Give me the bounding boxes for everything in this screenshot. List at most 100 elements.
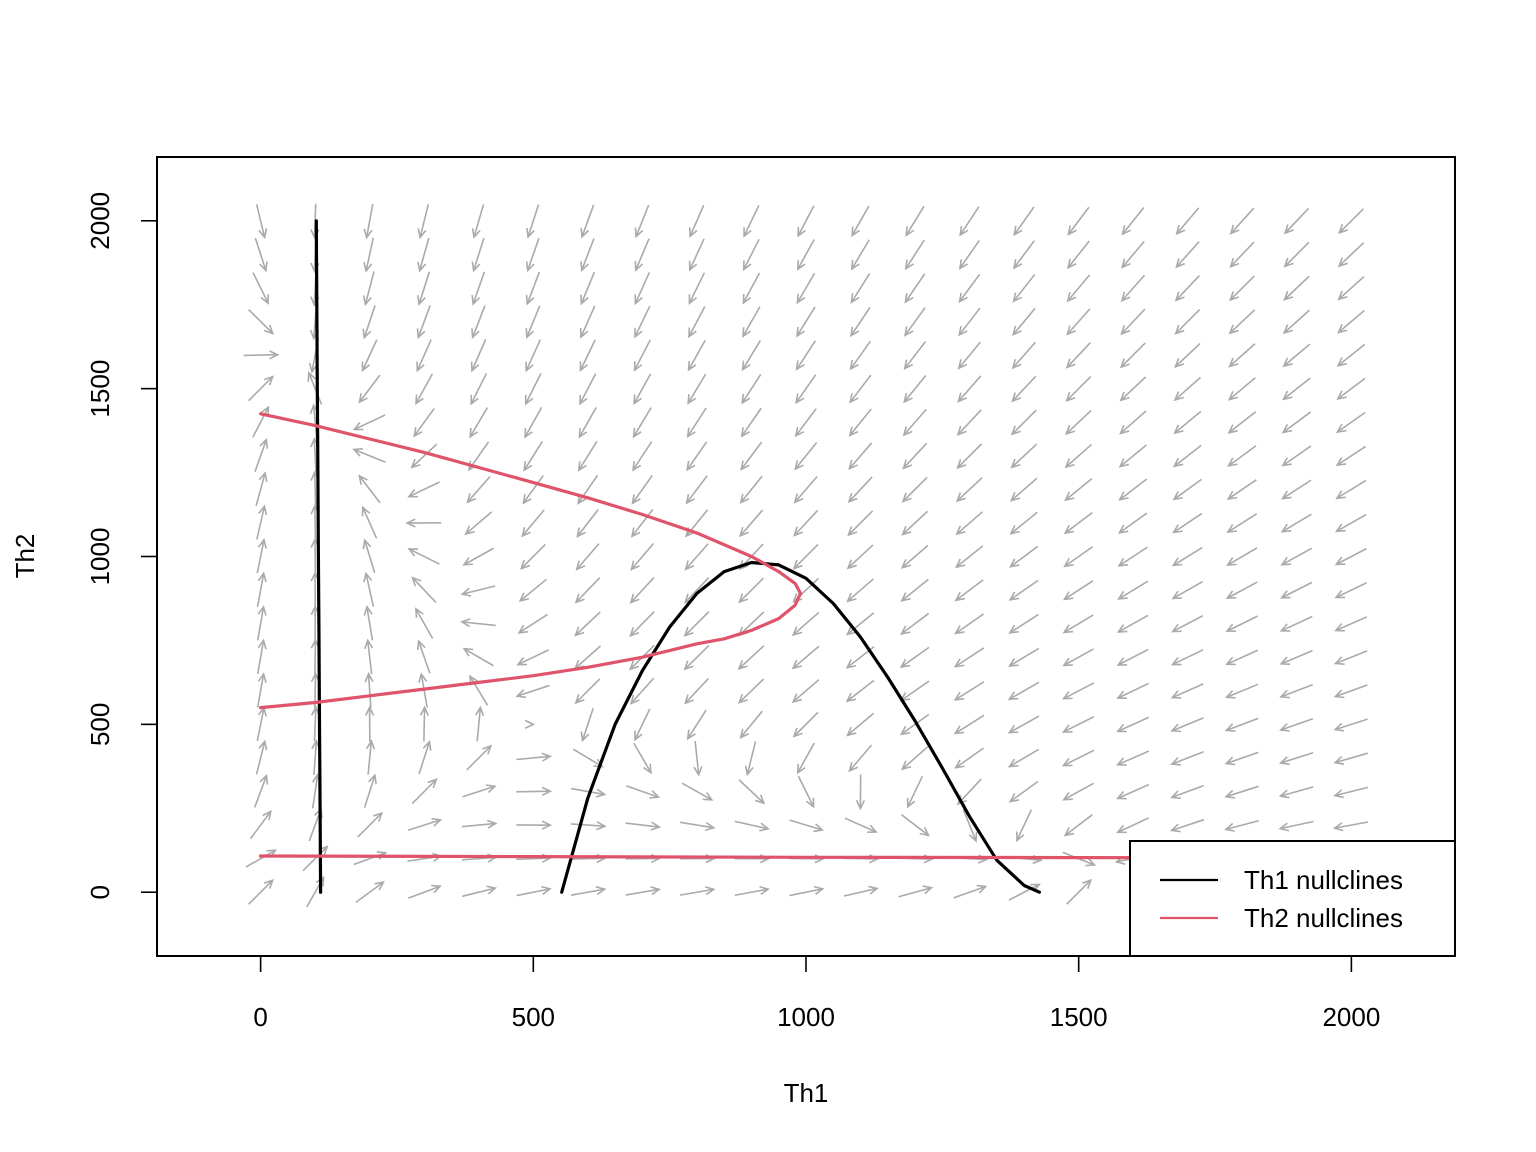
vector-arrow — [580, 271, 596, 306]
vector-arrow — [1169, 818, 1205, 833]
vector-arrow — [743, 205, 760, 238]
vector-arrow — [1336, 377, 1366, 400]
vector-arrow — [1012, 307, 1036, 336]
vector-arrow — [1120, 274, 1146, 302]
vector-arrow — [688, 204, 705, 239]
vector-arrow — [904, 307, 926, 337]
y-tick-label: 2000 — [85, 192, 115, 250]
vector-arrow — [1224, 819, 1259, 832]
vector-arrow — [256, 672, 267, 708]
vector-arrow — [1283, 207, 1310, 235]
vector-arrow — [1282, 377, 1311, 401]
vector-arrow — [1061, 682, 1095, 700]
vector-arrow — [417, 204, 430, 240]
vector-arrow — [843, 885, 879, 897]
vector-arrow — [631, 475, 653, 505]
vector-arrow — [352, 448, 386, 463]
vector-arrow — [797, 775, 815, 809]
vector-arrow — [1336, 343, 1366, 367]
vector-arrow — [953, 884, 988, 899]
vector-arrow — [516, 752, 553, 762]
vector-arrow — [466, 476, 491, 504]
vector-arrow — [1171, 546, 1203, 567]
vector-arrow — [572, 748, 604, 768]
vector-arrow — [796, 239, 815, 271]
vector-arrow — [1228, 309, 1256, 335]
vector-arrow — [796, 306, 816, 338]
vector-arrow — [405, 518, 442, 528]
vector-arrow — [1335, 411, 1366, 434]
vector-arrow — [570, 787, 607, 798]
vector-arrow — [353, 851, 388, 866]
vector-arrow — [958, 273, 981, 304]
vector-arrow — [683, 577, 710, 604]
vector-arrow — [959, 206, 980, 237]
y-axis-title: Th2 — [10, 534, 40, 579]
vector-arrow — [413, 407, 435, 438]
vector-arrow — [850, 306, 871, 338]
vector-arrow — [954, 545, 984, 569]
vector-arrow — [846, 712, 875, 737]
vector-arrow — [851, 205, 870, 238]
vector-arrow — [256, 538, 267, 574]
vector-arrow — [693, 740, 703, 777]
vector-arrow — [1279, 683, 1313, 699]
vector-arrow — [625, 886, 661, 896]
vector-arrow — [1174, 342, 1201, 368]
vector-arrow — [687, 373, 707, 405]
vector-arrow — [1118, 444, 1147, 468]
vector-arrow — [1063, 546, 1094, 568]
vector-arrow — [905, 205, 925, 237]
legend-label-th2: Th2 nullclines — [1244, 903, 1403, 933]
vector-arrow — [1338, 208, 1364, 235]
vector-arrow — [1118, 478, 1148, 501]
vector-arrow — [1115, 750, 1150, 766]
vector-arrow — [523, 440, 544, 472]
vector-arrow — [362, 538, 376, 573]
vector-arrow — [577, 474, 599, 505]
vector-arrow — [1063, 814, 1093, 837]
vector-arrow — [1281, 445, 1312, 467]
vector-arrow — [1281, 411, 1311, 434]
vector-arrow — [352, 414, 386, 431]
vector-arrow — [797, 205, 815, 238]
vector-arrow — [1174, 275, 1201, 302]
legend: Th1 nullclines Th2 nullclines — [1129, 840, 1456, 957]
vector-arrow — [1007, 715, 1040, 734]
vector-arrow — [466, 744, 493, 771]
vector-arrow — [517, 613, 549, 634]
vector-arrow — [1278, 752, 1314, 766]
vector-arrow — [1067, 206, 1090, 236]
vector-arrow — [1337, 275, 1365, 301]
vector-arrow — [408, 884, 442, 899]
vector-arrow — [855, 774, 866, 811]
vector-arrow — [1016, 809, 1033, 843]
vector-arrow — [516, 820, 553, 830]
vector-arrow — [1063, 512, 1093, 535]
vector-arrow — [471, 204, 485, 239]
vector-arrow — [247, 308, 274, 335]
vector-arrow — [739, 710, 763, 739]
y-axis: 0 500 1000 1500 2000 — [85, 192, 158, 899]
vector-arrow — [1333, 650, 1368, 665]
vector-arrow — [574, 611, 601, 637]
vector-arrow — [1064, 443, 1093, 469]
vector-arrow — [630, 509, 654, 538]
vector-arrow — [1332, 821, 1369, 832]
vector-arrow — [524, 406, 543, 439]
vector-arrow — [686, 709, 707, 741]
vector-arrow — [738, 577, 765, 604]
vector-arrow — [414, 607, 434, 639]
vector-arrow — [629, 610, 655, 638]
vector-arrow — [470, 373, 488, 406]
vector-arrow — [1008, 780, 1039, 803]
vector-arrow — [516, 885, 552, 897]
vector-arrow — [906, 775, 924, 809]
vector-arrow — [740, 441, 763, 471]
vector-arrow — [686, 407, 707, 439]
vector-arrow — [462, 885, 498, 898]
vector-arrow — [574, 577, 601, 604]
vector-arrow — [365, 705, 375, 742]
vector-arrow — [1337, 309, 1365, 334]
